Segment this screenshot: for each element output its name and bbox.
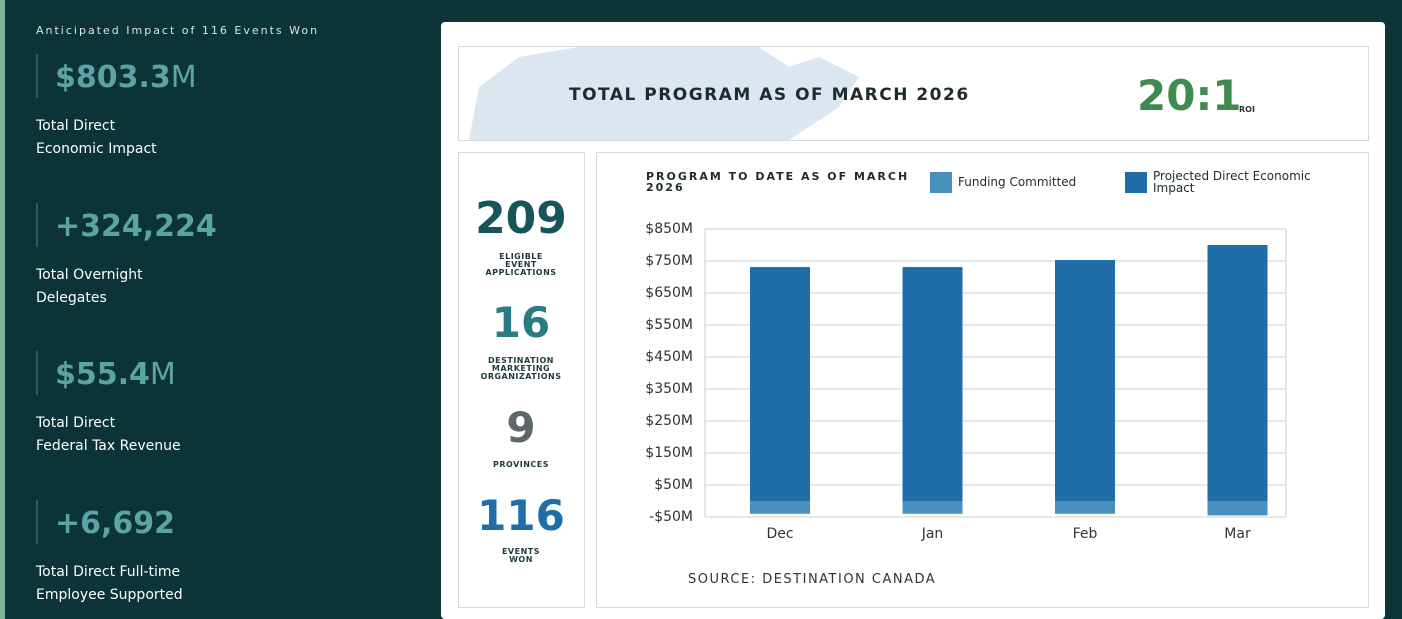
bar-segment xyxy=(1207,501,1268,516)
stat-label: Total Direct xyxy=(36,118,116,134)
y-tick-label: $550M xyxy=(645,317,693,333)
bar-segment xyxy=(1207,245,1268,501)
stat-value: +6,692 xyxy=(55,506,175,542)
roi-label: ROI xyxy=(1239,105,1255,114)
y-tick-label: $50M xyxy=(654,477,693,493)
count-label: PROVINCES xyxy=(492,460,550,469)
bar-segment xyxy=(1055,501,1115,514)
stat-value: +324,224 xyxy=(55,209,217,245)
legend-swatch xyxy=(930,172,952,193)
stat-label: Total Direct xyxy=(36,415,116,432)
roi-ratio: 20:1 xyxy=(1137,71,1242,120)
counts-box xyxy=(458,152,585,608)
stat-divider xyxy=(36,351,38,396)
count-value: 209 xyxy=(475,192,567,244)
count-label: WON xyxy=(509,555,533,564)
count-value: 116 xyxy=(477,490,565,540)
y-tick-label: $650M xyxy=(645,285,693,301)
stat-number: $803.3 xyxy=(55,60,171,95)
chart-title: PROGRAM TO DATE AS OF MARCH 2026 xyxy=(646,170,910,194)
count-value: 16 xyxy=(491,297,551,347)
y-tick-label: $350M xyxy=(645,381,693,397)
sidebar-heading: Anticipated Impact of 116 Events Won xyxy=(36,24,320,37)
legend-swatch xyxy=(1125,172,1147,193)
y-tick-label: -$50M xyxy=(649,509,693,525)
stat-value: $803.3M xyxy=(55,60,197,96)
stat-unit: M xyxy=(149,357,176,393)
count-label: EVENTS xyxy=(501,547,541,556)
stat-label: Delegates xyxy=(36,289,107,306)
y-tick-label: $750M xyxy=(645,253,693,269)
chart-source: SOURCE: DESTINATION CANADA xyxy=(688,572,937,587)
x-tick-label: Mar xyxy=(1224,526,1251,542)
bar-segment xyxy=(902,501,963,514)
stat-unit: M xyxy=(170,60,197,95)
count-label: ELIGIBLE xyxy=(499,252,543,261)
y-tick-label: $150M xyxy=(645,445,693,461)
count-label: MARKETING xyxy=(491,364,551,373)
map-bg xyxy=(469,47,859,140)
stat-label: Total Direct Full-time xyxy=(36,564,181,581)
y-tick-label: $850M xyxy=(645,221,693,237)
y-tick-label: $250M xyxy=(645,413,693,429)
y-tick-label: $450M xyxy=(645,349,693,365)
stat-label: Economic Impact xyxy=(36,141,157,157)
stat-divider xyxy=(36,202,38,247)
bar-segment xyxy=(750,501,810,514)
stat-divider xyxy=(36,54,38,98)
stat-value: $55.4M xyxy=(55,357,176,393)
header-title: TOTAL PROGRAM AS OF MARCH 2026 xyxy=(569,85,970,105)
bar-segment xyxy=(1055,260,1115,501)
count-label: EVENT xyxy=(505,260,537,269)
stat-divider xyxy=(36,500,38,545)
legend-label: Funding Committed xyxy=(958,175,1077,189)
count-label: ORGANIZATIONS xyxy=(480,372,562,381)
stat-label: Total Overnight xyxy=(36,266,143,283)
header-box: TOTAL PROGRAM AS OF MARCH 2026 20:1 ROI xyxy=(458,46,1369,141)
count-value: 9 xyxy=(506,402,536,452)
x-tick-label: Jan xyxy=(921,526,944,542)
stat-label: Federal Tax Revenue xyxy=(36,438,181,455)
count-label: DESTINATION xyxy=(488,356,554,365)
stat-number: +6,692 xyxy=(55,506,176,542)
count-label: APPLICATIONS xyxy=(485,268,557,277)
stat-number: +324,224 xyxy=(55,208,217,244)
stat-number: $55.4 xyxy=(55,357,150,393)
bar-segment xyxy=(902,267,963,501)
x-tick-label: Dec xyxy=(766,526,793,542)
stat-label: Employee Supported xyxy=(36,587,183,604)
x-tick-label: Feb xyxy=(1073,526,1098,542)
accent-strip xyxy=(0,0,5,619)
bar-segment xyxy=(750,267,810,501)
legend-label: Projected Direct Economic Impact xyxy=(1153,169,1311,195)
